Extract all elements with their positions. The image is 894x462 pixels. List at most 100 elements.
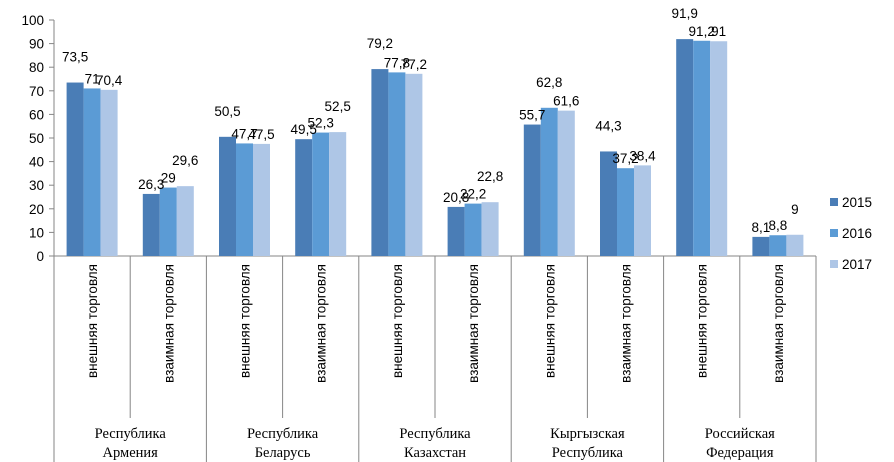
bar <box>769 235 787 256</box>
y-tick-label: 0 <box>36 249 44 264</box>
group-label: Республика Беларусь <box>247 426 319 461</box>
legend-swatch <box>830 229 838 237</box>
bar <box>371 69 389 256</box>
y-tick-label: 40 <box>29 155 44 170</box>
data-label: 50,5 <box>214 104 240 119</box>
data-label: 73,5 <box>62 50 88 65</box>
bar <box>83 88 101 256</box>
group-label-line: Беларусь <box>255 445 311 461</box>
group-label-line: Республика <box>95 426 167 442</box>
bar <box>142 193 160 256</box>
bar <box>600 151 617 256</box>
data-label: 8,8 <box>769 218 788 233</box>
category-label: внешняя торговля <box>85 264 100 378</box>
legend-label: 2016 <box>842 226 872 241</box>
data-label: 26,3 <box>138 177 164 192</box>
bar <box>464 203 482 256</box>
category-label: внешняя торговля <box>390 264 405 378</box>
bar <box>405 73 423 256</box>
y-tick-label: 20 <box>29 202 44 217</box>
category-label: взаимная торговля <box>161 264 176 383</box>
category-label: внешняя торговля <box>542 264 557 378</box>
bar <box>523 124 541 256</box>
group-label: Кыргызская Республика <box>550 426 625 461</box>
category-labels: внешняя торговля взаимная торговля внешняя… <box>85 264 786 461</box>
group-label-line: Республика <box>552 445 624 461</box>
category-label: внешняя торговля <box>695 264 710 378</box>
bar <box>617 168 634 256</box>
bar <box>634 165 651 256</box>
axes: 0 10 20 30 40 50 60 70 80 90 100 <box>21 13 817 462</box>
data-label: 77,8 <box>384 55 410 70</box>
bar <box>447 206 465 256</box>
bar <box>100 89 118 256</box>
bar <box>481 202 499 256</box>
data-label: 20,8 <box>443 190 469 205</box>
y-tick-label: 70 <box>29 84 44 99</box>
y-tick-label: 10 <box>29 225 44 240</box>
category-label: взаимная торговля <box>771 264 786 383</box>
category-label: внешняя торговля <box>238 264 253 378</box>
bar <box>752 236 770 256</box>
data-label: 38,4 <box>629 148 656 163</box>
bar <box>388 72 406 256</box>
data-label: 8,1 <box>752 220 771 235</box>
data-label: 55,7 <box>519 108 545 123</box>
data-label: 29,6 <box>172 153 198 168</box>
data-label: 29 <box>161 171 176 186</box>
data-label: 44,3 <box>595 118 621 133</box>
legend-swatch <box>830 198 838 206</box>
bar <box>676 39 694 257</box>
group-label-line: Армения <box>103 445 159 461</box>
group-label-line: Республика <box>399 426 471 442</box>
group-label: Республика Армения <box>95 426 167 461</box>
group-label-line: Федерация <box>706 445 774 461</box>
data-label: 52,3 <box>308 116 334 131</box>
y-tick-label: 60 <box>29 107 44 122</box>
data-label: 22,8 <box>477 169 503 184</box>
data-label: 47,5 <box>248 127 274 142</box>
category-label: взаимная торговля <box>314 264 329 383</box>
y-tick-label: 90 <box>29 37 44 52</box>
bar <box>253 143 270 256</box>
bar <box>693 40 711 256</box>
bar <box>786 234 804 256</box>
data-labels: 73,5 26,3 50,5 49,5 79,2 20,8 55,7 44,3 91,9 8,1 7… <box>62 6 799 235</box>
data-label: 70,4 <box>96 73 123 88</box>
bar <box>312 132 330 256</box>
bar <box>295 139 313 256</box>
category-label: взаимная торговля <box>466 264 481 383</box>
y-tick-label: 30 <box>29 178 44 193</box>
data-label: 91,9 <box>672 6 698 21</box>
data-label: 77,2 <box>401 57 427 72</box>
data-label: 47,7 <box>231 126 257 141</box>
group-label: Российская Федерация <box>705 426 775 461</box>
data-label: 62,8 <box>536 75 562 90</box>
data-label: 37,2 <box>612 151 638 166</box>
bar <box>710 41 728 256</box>
bar <box>219 136 236 256</box>
data-label: 91,2 <box>689 24 715 39</box>
group-label-line: Кыргызская <box>550 426 625 442</box>
y-tick-label: 80 <box>29 60 44 75</box>
bar <box>66 82 84 256</box>
bar <box>159 187 177 256</box>
legend-swatch <box>830 260 838 268</box>
legend-label: 2017 <box>842 257 872 272</box>
bar <box>540 107 558 257</box>
data-label: 71 <box>85 71 100 86</box>
bar <box>176 186 194 256</box>
bar <box>329 132 347 256</box>
group-label-line: Российская <box>705 426 775 442</box>
data-label: 49,5 <box>291 122 317 137</box>
group-label: Республика Казахстан <box>399 426 471 461</box>
group-label-line: Казахстан <box>404 445 466 461</box>
data-label: 52,5 <box>325 99 351 114</box>
bars <box>66 39 804 257</box>
data-label: 61,6 <box>553 94 579 109</box>
y-tick-label: 50 <box>29 131 44 146</box>
group-label-line: Республика <box>247 426 319 442</box>
data-label: 91 <box>711 24 726 39</box>
bar <box>557 110 575 257</box>
